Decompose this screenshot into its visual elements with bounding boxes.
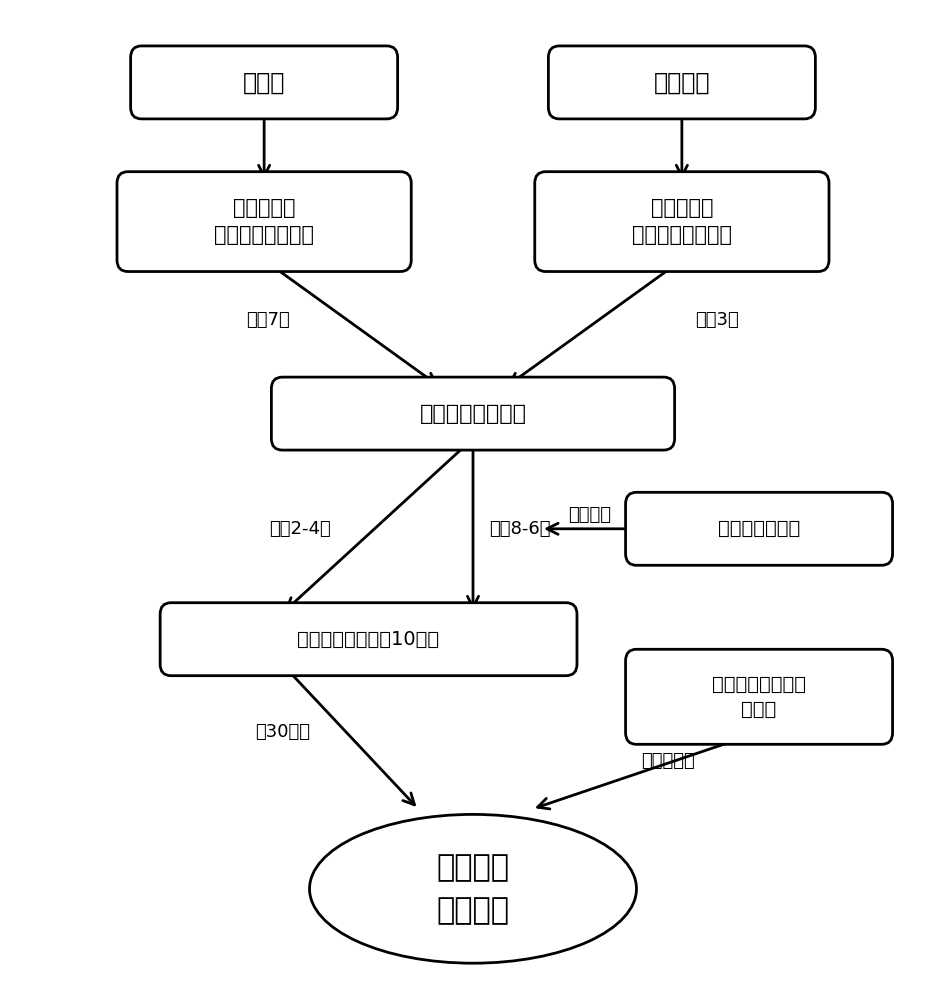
- Text: 体积2-4份: 体积2-4份: [269, 520, 330, 538]
- Text: 硒营养液: 硒营养液: [654, 70, 710, 94]
- Text: 过30目筛: 过30目筛: [255, 723, 310, 741]
- FancyBboxPatch shape: [534, 172, 829, 272]
- Text: 体积3份: 体积3份: [695, 311, 739, 329]
- FancyBboxPatch shape: [549, 46, 815, 119]
- Text: 富硒生物炭混合物: 富硒生物炭混合物: [419, 404, 527, 424]
- Text: 富硒生物炭
（常温吸附工艺）: 富硒生物炭 （常温吸附工艺）: [632, 198, 732, 245]
- Text: 普通无土栽培基质
填充料: 普通无土栽培基质 填充料: [712, 675, 806, 719]
- Text: 按比例加入: 按比例加入: [641, 752, 695, 770]
- Text: 体积7份: 体积7份: [246, 311, 289, 329]
- FancyBboxPatch shape: [625, 649, 893, 744]
- FancyBboxPatch shape: [117, 172, 412, 272]
- FancyBboxPatch shape: [625, 492, 893, 565]
- Ellipse shape: [309, 814, 637, 963]
- FancyBboxPatch shape: [160, 603, 577, 676]
- Text: 富硒生物炭
（升温吸附工艺）: 富硒生物炭 （升温吸附工艺）: [214, 198, 314, 245]
- FancyBboxPatch shape: [272, 377, 674, 450]
- Text: 生物炭: 生物炭: [243, 70, 286, 94]
- Text: 喷洒加入: 喷洒加入: [568, 506, 611, 524]
- Text: 混合与造粒（体积10份）: 混合与造粒（体积10份）: [297, 630, 440, 649]
- Text: 体积8-6份: 体积8-6份: [489, 520, 551, 538]
- Text: 富硒蔬菜
栽培基质: 富硒蔬菜 栽培基质: [436, 853, 510, 925]
- FancyBboxPatch shape: [131, 46, 397, 119]
- Text: 改性淀粉粘结剂: 改性淀粉粘结剂: [718, 519, 800, 538]
